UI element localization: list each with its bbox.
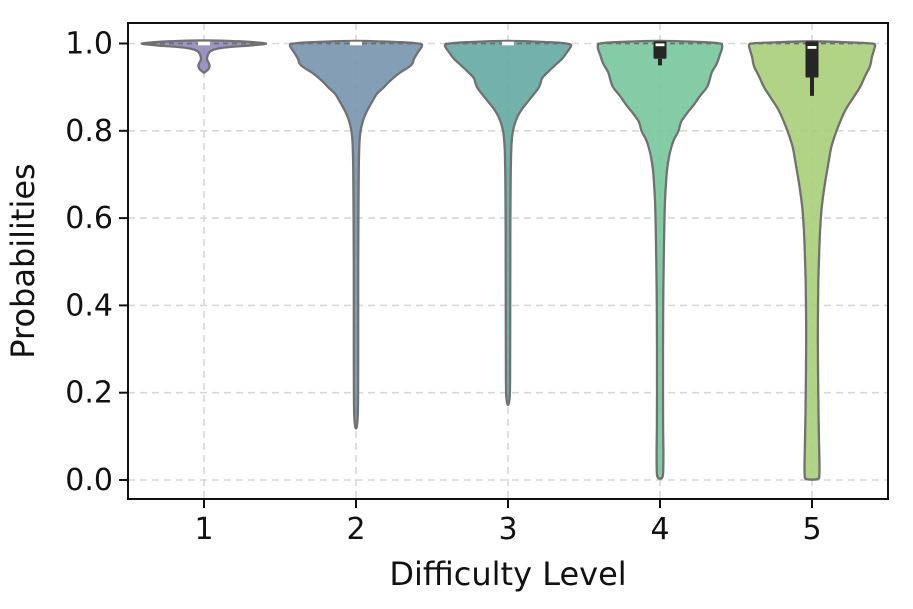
y-tick-label: 0.6 — [65, 201, 113, 236]
median-dash — [502, 41, 514, 46]
x-axis-label: Difficulty Level — [389, 555, 626, 593]
violin-body-level-3 — [443, 39, 573, 407]
median-dash — [198, 41, 210, 46]
box-whisker-low — [810, 77, 814, 96]
axis-ticks — [119, 42, 813, 508]
x-tick-label: 1 — [194, 512, 213, 547]
box-iqr — [805, 41, 819, 78]
inner-box-plots — [198, 41, 819, 96]
median-dash — [350, 41, 362, 46]
x-tick-label: 3 — [498, 512, 517, 547]
box-median-line — [807, 46, 817, 49]
box-median-line — [655, 43, 665, 47]
x-tick-label: 2 — [346, 512, 365, 547]
y-axis-label: Probabilities — [4, 163, 42, 358]
y-tick-label: 0.0 — [65, 463, 113, 498]
violin-body-level-4 — [596, 39, 724, 480]
y-tick-label: 1.0 — [65, 27, 113, 62]
y-tick-label: 0.8 — [65, 114, 113, 149]
y-tick-label: 0.2 — [65, 376, 113, 411]
violins — [140, 39, 877, 481]
x-tick-label: 4 — [650, 512, 669, 547]
violin-body-level-5 — [747, 40, 877, 481]
y-tick-label: 0.4 — [65, 288, 113, 323]
violin-body-level-2 — [288, 39, 424, 430]
x-tick-label: 5 — [802, 512, 821, 547]
violin-body-level-1 — [140, 39, 268, 74]
tick-labels: 1 2 3 4 5 0.0 0.2 0.4 0.6 0.8 1.0 — [65, 27, 821, 548]
box-whisker-low — [658, 58, 662, 66]
